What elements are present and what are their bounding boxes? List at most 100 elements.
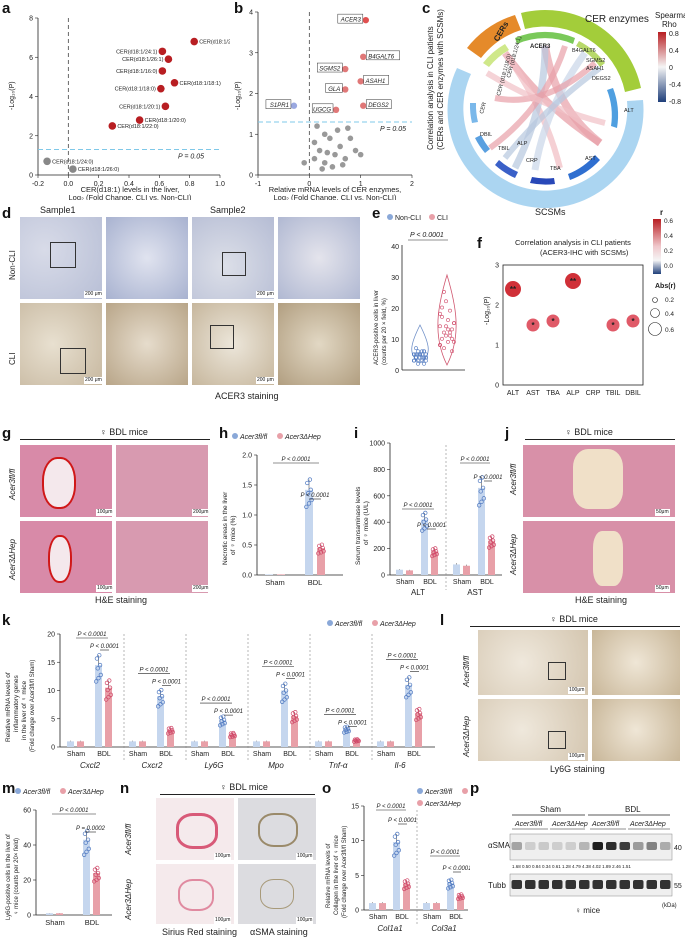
svg-text:30: 30 — [391, 275, 399, 282]
bar — [387, 741, 394, 747]
y-tick-label: 0 — [381, 573, 385, 580]
western-blot: Sham BDL Acer3fl/fl Acer3ΔHep Acer3fl/fl… — [488, 805, 682, 915]
data-point — [104, 680, 110, 686]
bar — [95, 665, 102, 747]
svg-text:(counts per 20 × field, %): (counts per 20 × field, %) — [382, 298, 388, 365]
data-point — [345, 726, 351, 732]
sirius-image — [156, 798, 234, 860]
x-tick-label: 0.2 — [94, 181, 104, 188]
p-value-label: P < 0.0001 — [202, 697, 231, 703]
bar — [317, 548, 325, 575]
data-point — [438, 311, 442, 316]
data-point — [342, 65, 349, 73]
he-image — [523, 445, 675, 517]
point-label: CER(d18:1/20:1) — [119, 104, 160, 110]
bar — [403, 883, 410, 910]
data-point — [489, 544, 494, 549]
y-tick-label: 20 — [47, 632, 55, 639]
g-title: ♀ BDL mice — [100, 427, 148, 437]
data-point — [69, 165, 77, 173]
data-point — [460, 895, 465, 900]
data-point — [308, 487, 313, 492]
label-box — [311, 103, 334, 114]
y-axis-label: Serum transaminase levels — [355, 486, 362, 565]
gene-label: Col3a1 — [431, 924, 456, 933]
x-tick-label: BDL — [407, 751, 421, 758]
data-point — [97, 653, 102, 658]
data-point — [444, 333, 448, 338]
data-point — [440, 336, 444, 341]
data-point — [319, 166, 325, 172]
data-point — [355, 738, 361, 743]
data-point — [159, 693, 165, 699]
y-axis-label: (Fold change over Acer3fl/fl Sham) — [342, 826, 348, 918]
data-point — [490, 534, 495, 539]
point-label: CER(d18:1/16:0) — [116, 69, 157, 75]
data-point — [442, 330, 446, 335]
gene-label: Tnf-α — [329, 761, 348, 770]
data-point — [412, 358, 416, 363]
legend-marker — [15, 788, 21, 794]
blot-band-asma — [606, 842, 617, 850]
p-value-label: P < 0.0001 — [78, 632, 107, 638]
x-tick-label: -1 — [255, 181, 261, 188]
data-point — [402, 886, 407, 892]
data-point — [526, 318, 540, 332]
node-sgms2: SGMS2 — [586, 58, 605, 64]
blot-band-asma — [592, 842, 603, 850]
data-point — [280, 699, 285, 704]
data-point — [305, 491, 311, 496]
data-point — [546, 314, 560, 328]
y-axis-label: -Log₁₀(P) — [235, 81, 242, 110]
data-point — [408, 690, 413, 695]
chart-f: Correlation analysis in CLI patients (AC… — [484, 208, 676, 397]
data-point — [337, 143, 343, 150]
point-label: S1PR1 — [270, 103, 289, 109]
bar — [305, 489, 313, 575]
data-point — [94, 679, 99, 684]
panel-label-p: p — [470, 780, 480, 797]
data-point — [606, 318, 620, 332]
y-tick-label: 800 — [373, 467, 385, 474]
x-tick-label: Sham — [377, 751, 395, 758]
data-point — [432, 552, 437, 558]
bar — [396, 569, 403, 575]
x-tick-label: BDL — [345, 751, 359, 758]
ihc-image — [106, 217, 188, 299]
data-point — [414, 355, 418, 360]
group-label: ALT — [411, 588, 425, 597]
p-value-label: P < 0.0001 — [326, 708, 355, 714]
gene-label: Mpo — [268, 761, 284, 770]
data-point — [311, 139, 318, 146]
sig-mark: * — [531, 321, 535, 330]
point-label: CER(d18:1/26:0) — [78, 167, 119, 173]
sample1-label: Sample1 — [40, 205, 76, 215]
blot-band-asma — [525, 842, 536, 850]
x-axis-label: Relative mRNA levels of CER enzymes, — [269, 185, 402, 194]
x-tick-label: TBIL — [606, 390, 621, 397]
data-point — [357, 78, 364, 85]
node-b4galt6: B4GALT6 — [572, 48, 596, 54]
point-label: CER(d18:1/24:1) — [116, 49, 157, 55]
p-value-label: P = 0.0002 — [76, 826, 106, 832]
data-point — [170, 78, 179, 87]
legend-marker — [417, 788, 423, 794]
y-tick-label: 0 — [29, 173, 33, 180]
c-legend-title: Spearman — [655, 11, 685, 20]
x-tick-label: TBA — [546, 390, 560, 397]
chord-diagram: CERs CER enzymes SCSMs ACER3 B4GALT6 SGM… — [447, 9, 685, 217]
data-point — [415, 712, 420, 717]
svg-text:Correlation analysis in CLI pa: Correlation analysis in CLI patients — [515, 238, 631, 247]
arc-label-scsms: SCSMs — [535, 207, 566, 217]
arc-label-enzymes: CER enzymes — [585, 14, 649, 25]
blot-band-tubb — [511, 880, 522, 889]
data-point — [448, 885, 453, 890]
data-point — [301, 159, 307, 166]
y-axis-label: of ♀ mice (%) — [230, 515, 237, 555]
panel-label-k: k — [2, 612, 11, 629]
svg-text:10: 10 — [391, 337, 399, 344]
panel-label-i: i — [354, 425, 359, 442]
group-label: AST — [467, 588, 483, 597]
svg-text:Acer3fl/fl: Acer3fl/fl — [514, 821, 543, 828]
legend-label: Acer3fl/fl — [22, 789, 51, 796]
